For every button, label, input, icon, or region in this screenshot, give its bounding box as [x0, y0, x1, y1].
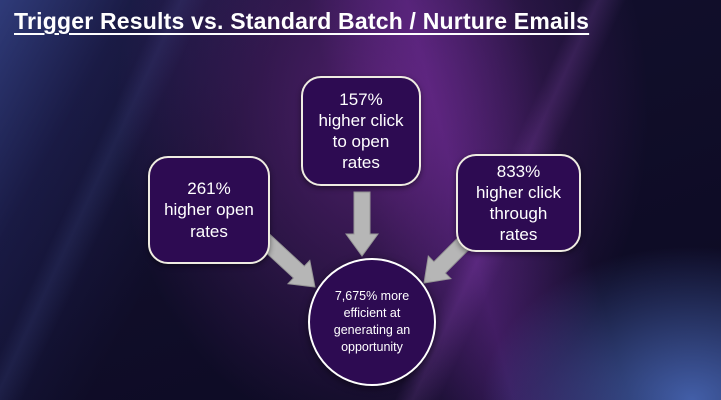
stat-box-click-to-open-rates: 157% higher click to open rates [301, 76, 421, 186]
stat-box-open-rates: 261% higher open rates [148, 156, 270, 264]
slide-title: Trigger Results vs. Standard Batch / Nur… [14, 8, 590, 34]
stat-box-click-through-rates: 833% higher click through rates [456, 154, 581, 252]
arrow-middle-icon [345, 191, 379, 257]
stat-circle-efficiency: 7,675% more efficient at generating an o… [308, 258, 436, 386]
